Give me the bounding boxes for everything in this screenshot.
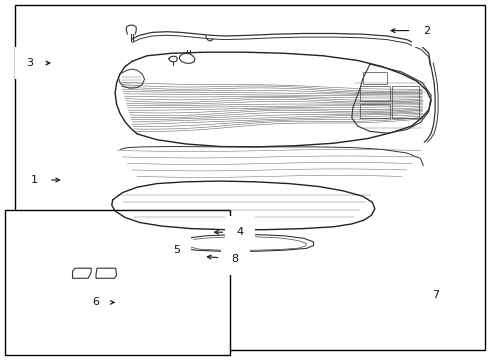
Text: 1: 1	[31, 175, 60, 185]
Bar	[360, 86, 390, 101]
Text: 2: 2	[391, 26, 430, 36]
Text: 4: 4	[215, 227, 244, 237]
Bar	[363, 72, 387, 84]
Polygon shape	[73, 268, 91, 278]
Text: 7: 7	[421, 284, 440, 300]
Bar	[5, 210, 230, 355]
Text: 3: 3	[26, 58, 50, 68]
Bar	[360, 104, 390, 118]
Text: 6: 6	[92, 297, 114, 307]
Text: 8: 8	[207, 254, 239, 264]
Polygon shape	[96, 268, 117, 278]
Text: 5: 5	[173, 244, 180, 255]
Bar	[392, 86, 419, 118]
